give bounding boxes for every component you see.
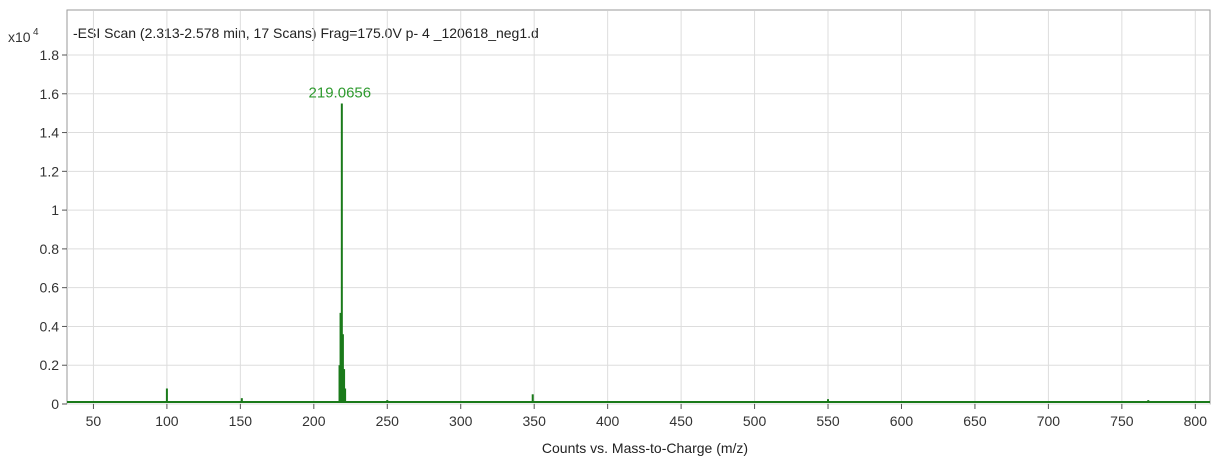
x-tick-label: 200 bbox=[302, 413, 326, 429]
x-tick-label: 600 bbox=[890, 413, 914, 429]
x-axis-label: Counts vs. Mass-to-Charge (m/z) bbox=[542, 440, 748, 456]
y-tick-label: 0.2 bbox=[40, 357, 60, 373]
y-tick-label: 0 bbox=[51, 396, 59, 412]
x-tick-label: 750 bbox=[1110, 413, 1134, 429]
x-tick-label: 700 bbox=[1037, 413, 1061, 429]
x-tick-label: 250 bbox=[376, 413, 400, 429]
x-tick-label: 550 bbox=[816, 413, 840, 429]
y-multiplier-exponent: 4 bbox=[33, 27, 39, 38]
y-tick-label: 0.8 bbox=[40, 241, 60, 257]
x-tick-label: 650 bbox=[963, 413, 987, 429]
x-tick-label: 450 bbox=[669, 413, 693, 429]
y-tick-label: 1 bbox=[51, 202, 59, 218]
chart-title: -ESI Scan (2.313-2.578 min, 17 Scans) Fr… bbox=[73, 25, 539, 41]
peak-annotation-label: 219.0656 bbox=[309, 84, 372, 101]
y-tick-label: 1.6 bbox=[40, 86, 60, 102]
x-tick-label: 50 bbox=[86, 413, 102, 429]
y-tick-label: 1.2 bbox=[40, 163, 60, 179]
y-tick-label: 1.8 bbox=[40, 47, 60, 63]
plot-area bbox=[66, 9, 1211, 405]
x-tick-label: 500 bbox=[743, 413, 767, 429]
y-multiplier-label: x10 bbox=[8, 29, 31, 45]
x-tick-label: 300 bbox=[449, 413, 473, 429]
y-tick-label: 0.4 bbox=[40, 318, 60, 334]
x-tick-label: 400 bbox=[596, 413, 620, 429]
y-tick-label: 1.4 bbox=[40, 125, 60, 141]
x-tick-label: 800 bbox=[1184, 413, 1208, 429]
y-tick-label: 0.6 bbox=[40, 280, 60, 296]
x-tick-label: 100 bbox=[155, 413, 179, 429]
x-tick-label: 150 bbox=[229, 413, 253, 429]
x-tick-label: 350 bbox=[523, 413, 547, 429]
